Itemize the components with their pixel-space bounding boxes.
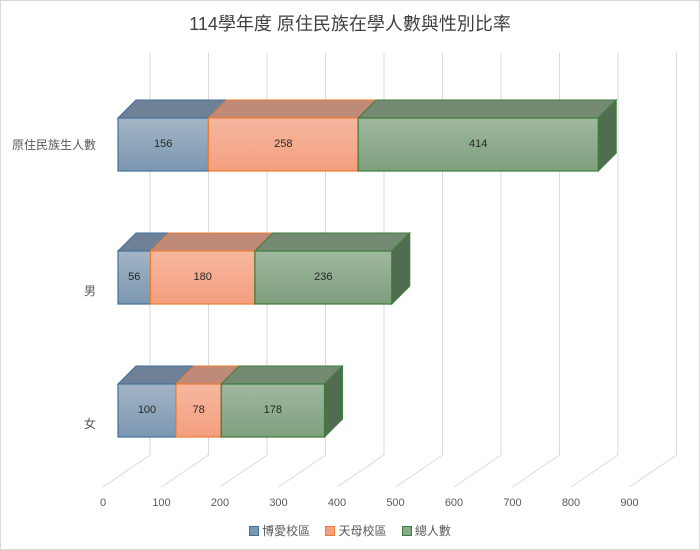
bar-value-label: 100 [137, 403, 157, 416]
x-tick-label: 800 [561, 497, 581, 509]
x-tick-label: 100 [152, 497, 171, 509]
category-label: 原住民族生人數 [11, 137, 96, 152]
x-tick-label: 600 [444, 497, 464, 509]
bar-value-label: 180 [193, 270, 212, 283]
x-tick-label: 300 [269, 497, 288, 509]
x-tick-label: 200 [210, 497, 230, 509]
legend-label: 總人數 [414, 524, 451, 538]
x-tick-label: 400 [327, 497, 347, 509]
x-tick-label: 0 [99, 497, 107, 509]
legend-item-tianmu[interactable]: 天母校區 [325, 522, 387, 539]
bar-value-label: 178 [263, 403, 283, 416]
x-tick-label: 700 [503, 497, 522, 509]
legend-item-boai[interactable]: 博愛校區 [249, 522, 310, 539]
category-label: 男 [83, 283, 96, 298]
x-tick-label: 500 [386, 497, 405, 509]
legend-swatch-icon [325, 525, 336, 536]
legend-label: 博愛校區 [262, 524, 311, 538]
bar-value-label: 156 [154, 137, 173, 150]
bar-value-label: 236 [314, 270, 333, 283]
legend: 博愛校區 天母校區 總人數 [0, 522, 700, 539]
legend-item-total[interactable]: 總人數 [401, 522, 451, 539]
legend-label: 天母校區 [338, 524, 387, 538]
legend-swatch-icon [249, 525, 260, 536]
bar-value-label: 78 [192, 403, 205, 416]
chart-title: 114學年度 原住民族在學人數與性別比率 [189, 14, 511, 34]
bar-value-label: 414 [468, 137, 488, 150]
x-tick-label: 900 [620, 497, 639, 509]
bar-value-label: 56 [128, 270, 141, 283]
category-label: 女 [83, 416, 96, 431]
bar-value-label: 258 [274, 137, 293, 150]
legend-swatch-icon [401, 525, 412, 536]
